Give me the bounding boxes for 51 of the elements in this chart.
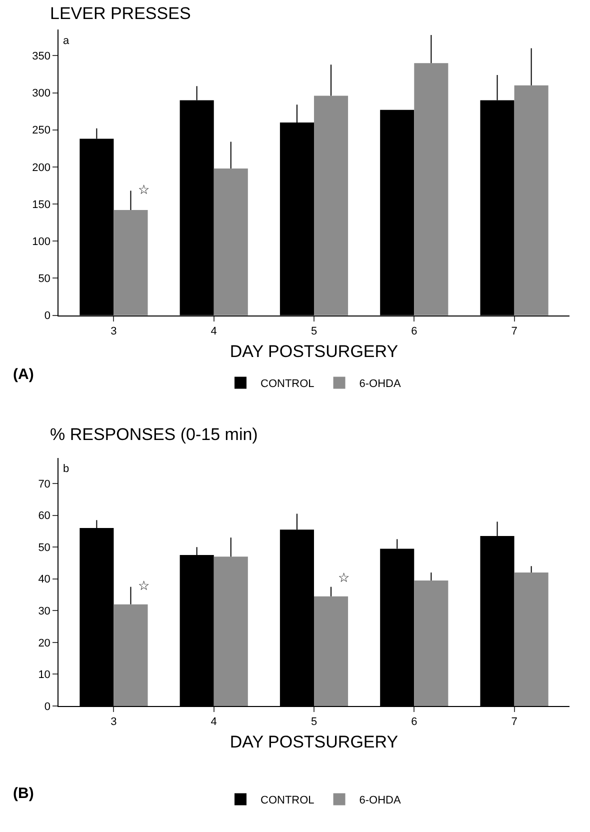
annotation: ☆: [138, 183, 150, 198]
chart-title: LEVER PRESSES: [50, 4, 191, 23]
y-tick-label: 200: [32, 162, 50, 174]
legend-label: 6-OHDA: [359, 378, 402, 390]
y-tick-label: 10: [38, 669, 50, 682]
x-axis-title: DAY POSTSURGERY: [230, 342, 398, 361]
bar: [414, 580, 448, 706]
y-tick-label: 20: [38, 637, 50, 650]
bar: [514, 572, 548, 706]
y-tick-label: 350: [32, 50, 50, 63]
y-tick-label: 70: [38, 478, 50, 490]
bar: [114, 210, 148, 316]
x-tick-label: 6: [411, 716, 418, 728]
bar: [214, 556, 248, 706]
chart-title: % RESPONSES (0-15 min): [50, 425, 258, 444]
bar: [214, 168, 248, 316]
y-tick-label: 60: [38, 510, 50, 522]
text: (A): [13, 366, 34, 383]
y-tick-label: 50: [38, 273, 50, 286]
bar: [514, 85, 548, 316]
x-tick-label: 7: [511, 326, 518, 338]
bar: [114, 604, 148, 706]
legend-label: 6-OHDA: [359, 794, 402, 807]
text: (B): [13, 785, 34, 802]
y-tick-label: 50: [38, 542, 50, 554]
x-tick-label: 6: [411, 326, 418, 338]
y-tick-label: 250: [32, 124, 50, 137]
x-tick-label: 3: [110, 716, 117, 728]
bar: [314, 96, 348, 316]
x-tick-label: 5: [310, 716, 318, 728]
y-tick-label: 100: [32, 236, 50, 248]
x-tick-label: 4: [210, 326, 217, 338]
annotation: a: [63, 35, 70, 47]
annotation: ☆: [338, 571, 350, 586]
y-tick-label: 30: [38, 606, 50, 618]
y-tick-label: 0: [44, 700, 50, 713]
annotation: b: [63, 463, 70, 475]
bar: [414, 63, 448, 316]
legend-label: CONTROL: [260, 794, 314, 807]
x-tick-label: 7: [511, 716, 518, 728]
y-tick-label: 300: [32, 88, 50, 100]
legend-label: CONTROL: [260, 378, 314, 390]
y-tick-label: 40: [38, 574, 50, 586]
bar: [314, 596, 348, 706]
y-tick-label: 150: [32, 198, 50, 211]
x-tick-label: 5: [310, 326, 318, 338]
annotation: ☆: [138, 579, 150, 594]
x-tick-label: 4: [210, 716, 217, 728]
y-tick-label: 0: [44, 310, 50, 322]
x-axis-title: DAY POSTSURGERY: [230, 732, 398, 752]
x-tick-label: 3: [110, 326, 117, 338]
